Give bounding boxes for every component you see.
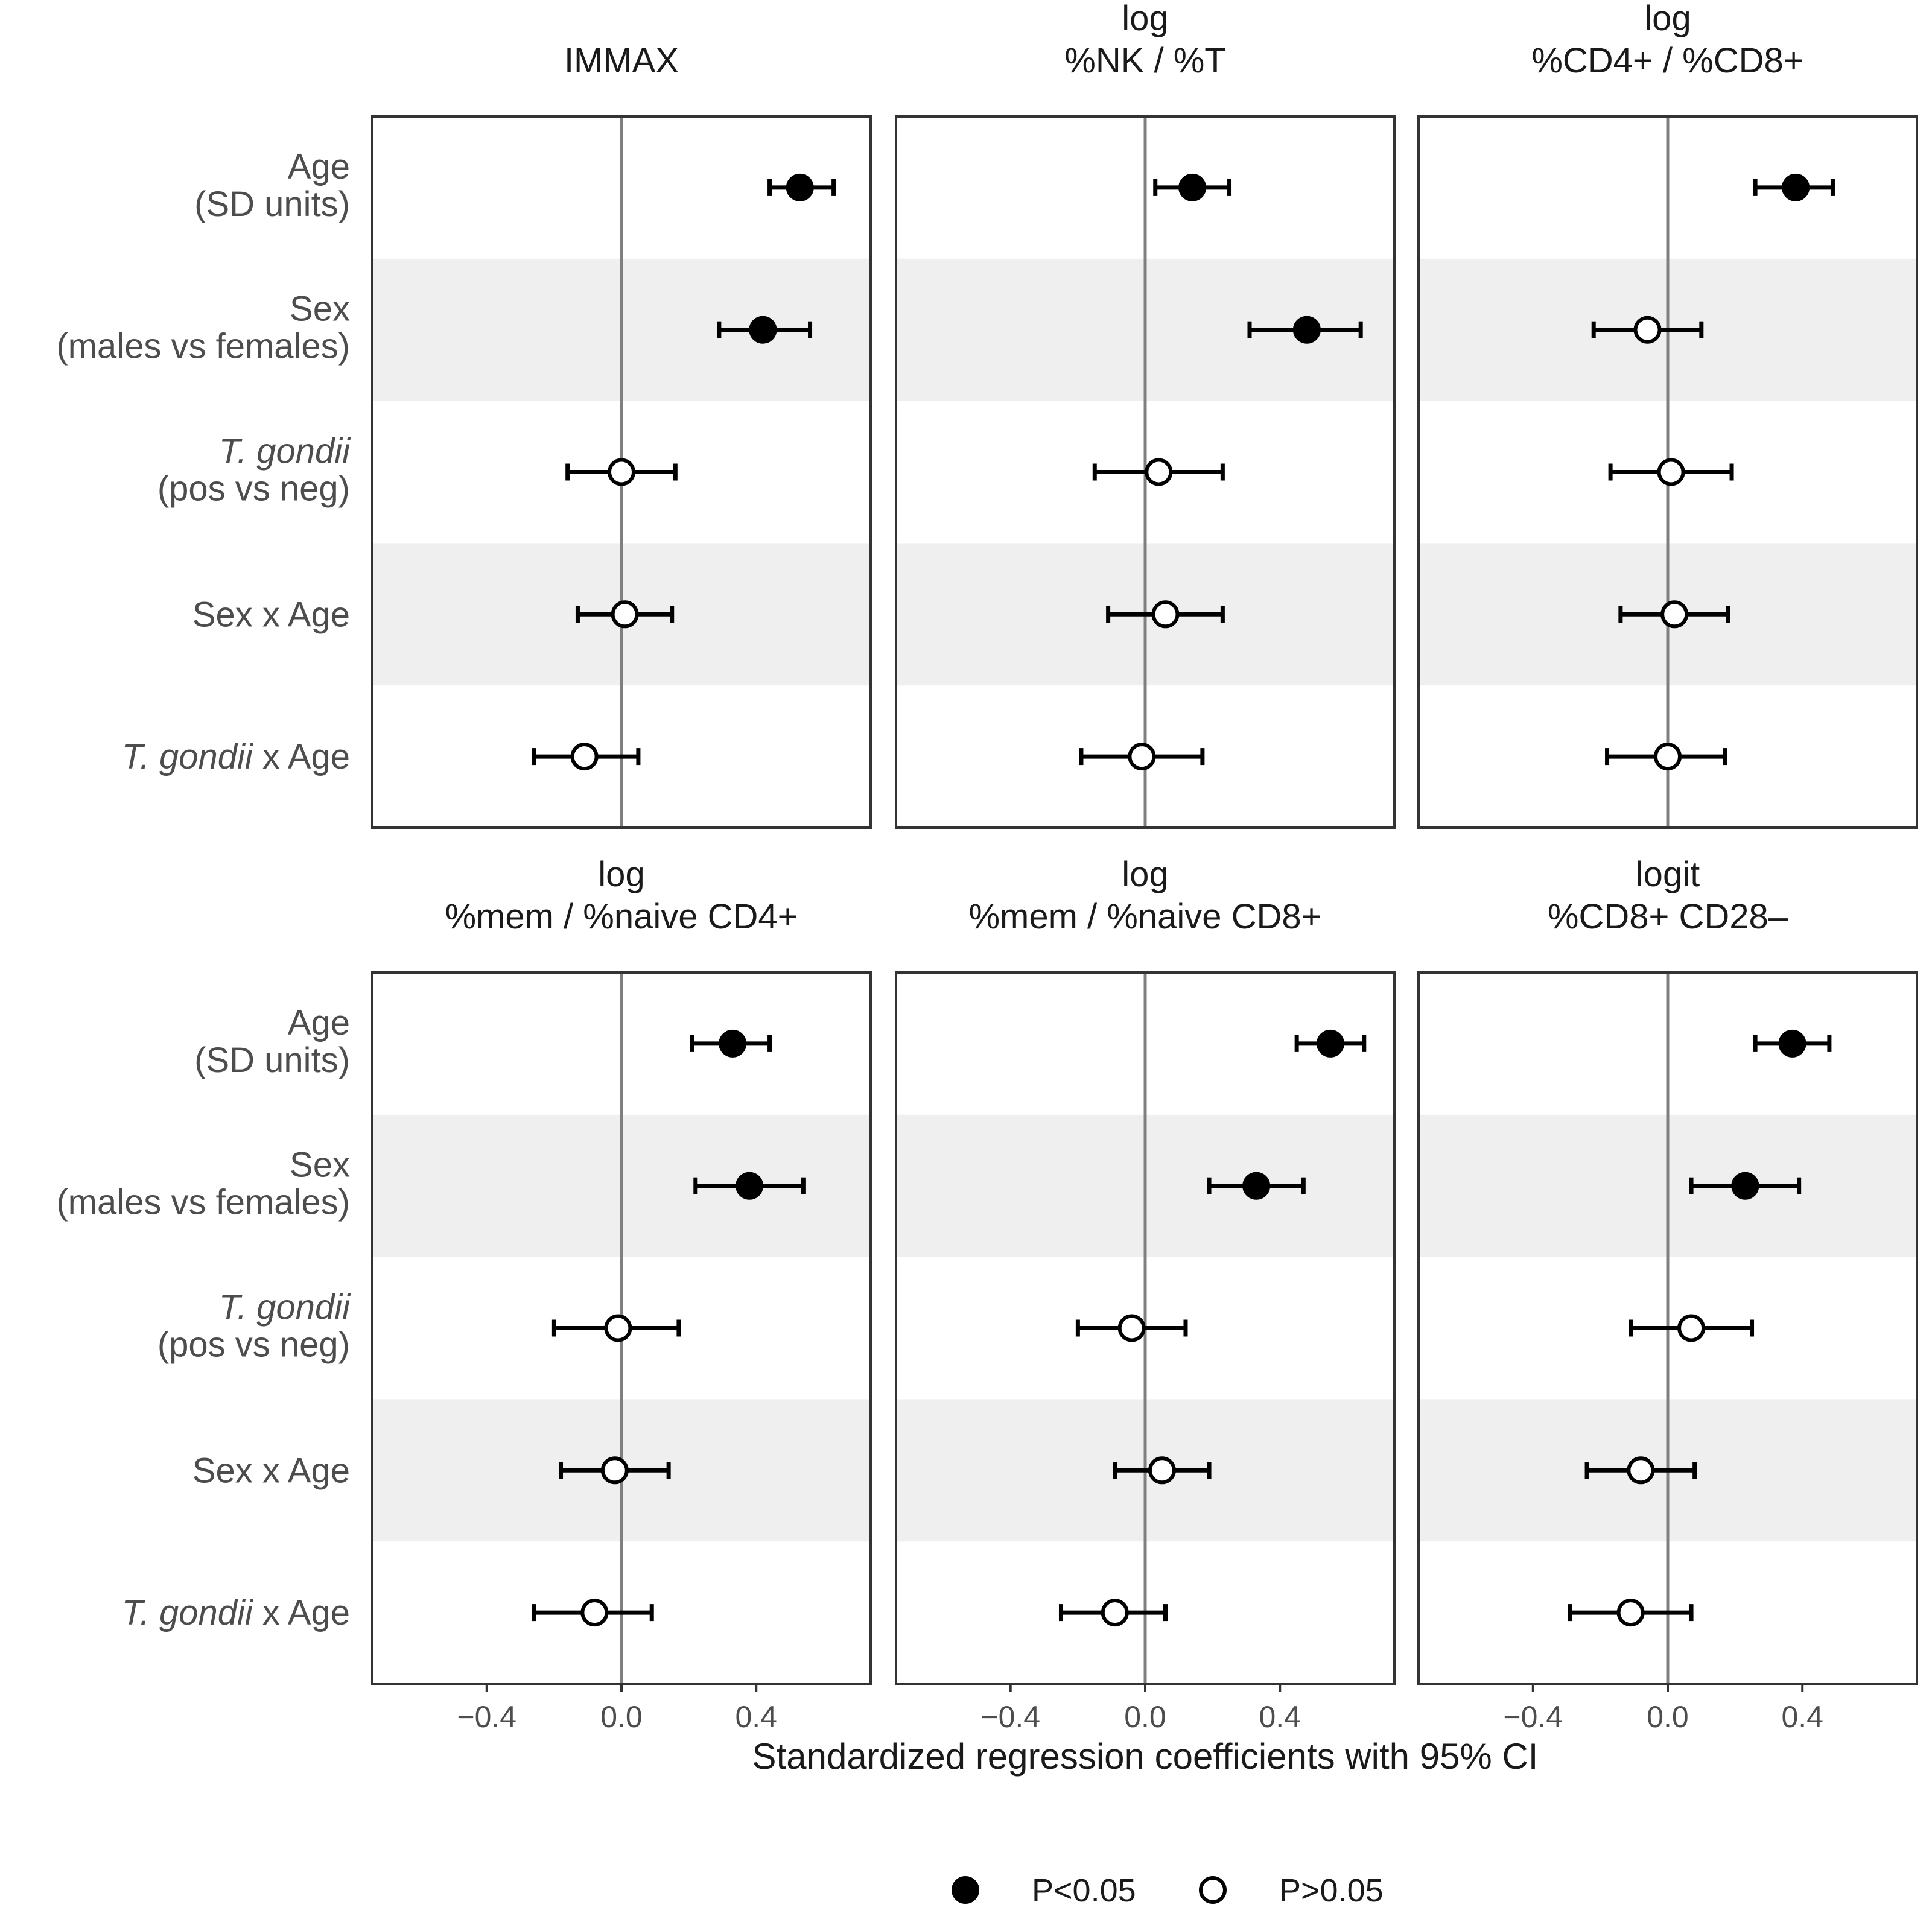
- panel-title: %mem / %naive CD4+: [445, 897, 798, 936]
- x-tick-label: 0.4: [1259, 1700, 1301, 1734]
- panel-title: %CD8+ CD28–: [1548, 897, 1788, 936]
- row-label: Age: [288, 1003, 350, 1042]
- panel-title: log: [598, 855, 644, 894]
- point-estimate-nonsignificant: [1616, 1599, 1645, 1627]
- point-estimate-nonsignificant: [1145, 458, 1173, 486]
- legend-key: [1199, 1876, 1227, 1904]
- point-estimate-significant: [749, 316, 777, 344]
- row-label: T. gondii x Age: [122, 1593, 350, 1632]
- point-estimate-nonsignificant: [608, 458, 635, 486]
- row-label-group-2: Age(SD units) Sex(males vs females) T. gon…: [56, 1003, 351, 1632]
- facet-panel-4: log%mem / %naive CD4+: [371, 855, 872, 1685]
- facet-panel-6: logit%CD8+ CD28–: [1417, 855, 1918, 1685]
- point-estimate-nonsignificant: [1117, 1314, 1146, 1342]
- x-tick-label: −0.4: [457, 1700, 516, 1734]
- point-estimate-nonsignificant: [1677, 1314, 1706, 1342]
- panel-border: [371, 115, 872, 829]
- row-label: Sex x Age: [192, 595, 350, 634]
- point-estimate-nonsignificant: [1627, 1456, 1655, 1485]
- row-label: T. gondii: [219, 432, 351, 471]
- x-tick-label: 0.4: [735, 1700, 777, 1734]
- point-estimate-significant: [1782, 173, 1810, 201]
- row-label: (males vs females): [56, 327, 350, 366]
- x-axis-title: Standardized regression coefficients wit…: [752, 1736, 1539, 1777]
- row-label-italic-part: T. gondii: [219, 1288, 351, 1327]
- point-estimate-significant: [1292, 316, 1321, 344]
- point-estimate-nonsignificant: [1128, 743, 1156, 771]
- panel-title: %CD4+ / %CD8+: [1531, 41, 1803, 80]
- row-label-italic-part: T. gondii: [122, 737, 254, 776]
- point-estimate-significant: [1316, 1029, 1344, 1058]
- panel-title: IMMAX: [564, 41, 679, 80]
- point-estimate-nonsignificant: [1101, 1599, 1129, 1627]
- row-label-group-1: Age(SD units) Sex(males vs females) T. gon…: [56, 147, 351, 776]
- legend-label: P<0.05: [1032, 1873, 1136, 1909]
- x-tick-label: 0.0: [1124, 1700, 1166, 1734]
- facet-panel-5: log%mem / %naive CD8+: [895, 855, 1396, 1685]
- point-estimate-significant: [1778, 1029, 1806, 1058]
- panel-border: [895, 115, 1396, 829]
- legend-item: P<0.05: [952, 1873, 1136, 1909]
- point-estimate-significant: [1242, 1172, 1271, 1200]
- x-axis: −0.4 0.0 0.4: [980, 1684, 1301, 1734]
- point-estimate-nonsignificant: [580, 1599, 609, 1627]
- x-tick-label: 0.0: [1647, 1700, 1689, 1734]
- x-tick-label: 0.4: [1781, 1700, 1823, 1734]
- legend: P<0.05 P>0.05: [952, 1873, 1384, 1909]
- point-estimate-nonsignificant: [570, 743, 599, 771]
- row-label-suffix: x Age: [253, 1593, 350, 1632]
- point-estimate-nonsignificant: [611, 600, 639, 629]
- panel-title: logit: [1636, 855, 1700, 894]
- point-estimate-nonsignificant: [1657, 458, 1685, 486]
- row-label: Sex x Age: [192, 1451, 350, 1490]
- x-tick-label: −0.4: [980, 1700, 1040, 1734]
- point-estimate-significant: [786, 173, 814, 201]
- point-estimate-significant: [719, 1029, 747, 1058]
- row-label-italic-part: T. gondii: [122, 1593, 254, 1632]
- row-label-italic-part: T. gondii: [219, 432, 351, 471]
- x-axes: −0.4 0.0 0.4 −0.4 0.0 0.4 −0.4 0.0 0.4: [457, 1684, 1823, 1734]
- panel-title: log: [1644, 0, 1691, 38]
- row-label: (pos vs neg): [157, 469, 350, 509]
- point-estimate-nonsignificant: [1660, 600, 1689, 629]
- point-estimate-nonsignificant: [604, 1314, 632, 1342]
- legend-item: P>0.05: [1199, 1873, 1384, 1909]
- point-estimate-nonsignificant: [1151, 600, 1180, 629]
- row-label: T. gondii: [219, 1288, 351, 1327]
- x-tick-label: 0.0: [600, 1700, 643, 1734]
- row-label: (males vs females): [56, 1183, 350, 1222]
- panel-title: log: [1122, 855, 1168, 894]
- facet-panel-2: log%NK / %T: [895, 0, 1396, 829]
- point-estimate-significant: [1731, 1172, 1759, 1200]
- row-label: Sex: [290, 1146, 350, 1185]
- panel-title: log: [1122, 0, 1168, 38]
- row-label: (pos vs neg): [157, 1325, 350, 1365]
- row-label-suffix: x Age: [253, 737, 350, 776]
- row-label: T. gondii x Age: [122, 737, 350, 776]
- row-label: (SD units): [194, 1041, 350, 1080]
- point-estimate-nonsignificant: [1633, 316, 1662, 344]
- row-labels: Age(SD units)Sex(males vs females)T. gon…: [56, 147, 351, 1632]
- row-label: (SD units): [194, 185, 350, 224]
- point-estimate-significant: [1178, 173, 1207, 201]
- point-estimate-nonsignificant: [600, 1456, 629, 1485]
- panel-title: %mem / %naive CD8+: [968, 897, 1321, 936]
- facet-panel-3: log%CD4+ / %CD8+: [1417, 0, 1918, 829]
- point-estimate-nonsignificant: [1654, 743, 1682, 771]
- x-tick-label: −0.4: [1503, 1700, 1563, 1734]
- legend-key: [952, 1876, 979, 1904]
- row-label: Age: [288, 147, 350, 186]
- panel-border: [1417, 115, 1918, 829]
- x-axis: −0.4 0.0 0.4: [457, 1684, 777, 1734]
- x-axis: −0.4 0.0 0.4: [1503, 1684, 1823, 1734]
- legend-label: P>0.05: [1279, 1873, 1384, 1909]
- point-estimate-significant: [736, 1172, 764, 1200]
- row-label: Sex: [290, 290, 350, 329]
- facet-panel-1: IMMAX: [371, 41, 872, 829]
- point-estimate-nonsignificant: [1148, 1456, 1176, 1485]
- panel-title: %NK / %T: [1064, 41, 1226, 80]
